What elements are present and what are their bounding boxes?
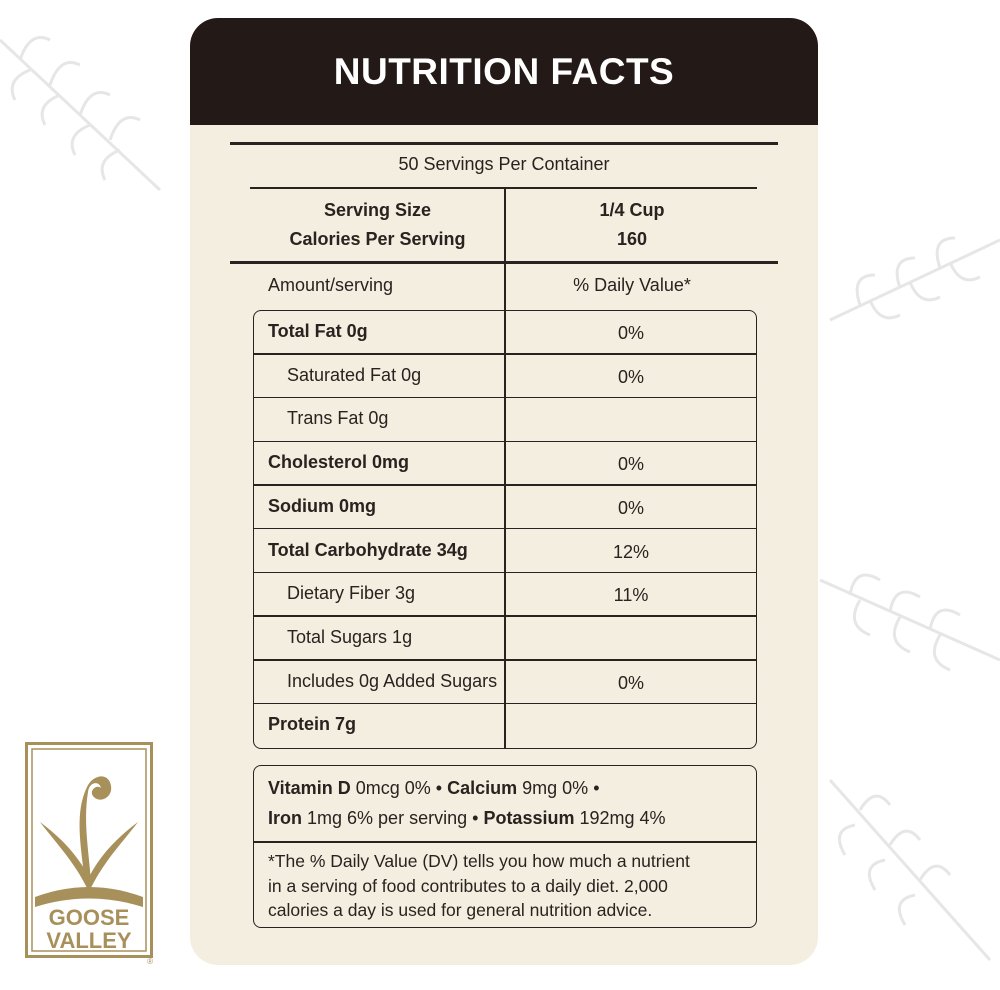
calories-label: Calories Per Serving <box>289 229 466 249</box>
nutrient-row: Protein 7g <box>254 704 756 748</box>
logo-frame <box>25 742 153 958</box>
serving-size-label: Serving Size <box>323 200 432 220</box>
row-separator <box>254 396 756 399</box>
mineral-name: Calcium <box>447 778 518 798</box>
amount-heading: Amount/serving <box>268 275 394 295</box>
serving-size-value: 1/4 Cup <box>599 200 665 220</box>
row-separator <box>254 702 756 705</box>
logo: GOOSE VALLEY ® <box>25 742 153 966</box>
nutrient-row: Trans Fat 0g <box>254 398 756 443</box>
separator: • <box>472 808 479 828</box>
dv-heading: % Daily Value* <box>573 275 691 295</box>
nutrient-row: Total Fat 0g 0% <box>254 311 756 355</box>
divider <box>504 311 506 748</box>
mineral-name: Iron <box>268 808 302 828</box>
mineral-name: Potassium <box>483 808 575 828</box>
nutrient-name: Sodium 0mg <box>268 495 377 516</box>
row-separator <box>254 440 756 443</box>
nutrient-name: Saturated Fat 0g <box>287 364 422 385</box>
nutrient-row: Total Sugars 1g <box>254 617 756 661</box>
minerals-line: Iron 1mg 6% per serving • Potassium 192m… <box>268 806 666 830</box>
separator: • <box>593 778 600 798</box>
logo-frame <box>31 748 147 952</box>
row-separator <box>254 659 756 661</box>
nutrient-row: Cholesterol 0mg 0% <box>254 442 756 486</box>
row-separator <box>254 615 756 617</box>
nutrient-name: Total Fat 0g <box>268 321 368 341</box>
minerals-line: Vitamin D 0mcg 0% • Calcium 9mg 0% • <box>268 776 600 800</box>
label-card: NUTRITION FACTS 50 Servings Per Containe… <box>190 18 818 965</box>
footnote-line: calories a day is used for general nutri… <box>268 900 653 920</box>
mineral-amount: 192mg 4% <box>579 808 666 828</box>
logo-text: GOOSE <box>49 905 130 930</box>
divider <box>504 188 506 262</box>
daily-value: 0% <box>617 366 644 387</box>
daily-value: 0% <box>617 323 644 343</box>
separator: • <box>435 778 443 798</box>
title: NUTRITION FACTS <box>333 51 675 92</box>
daily-value: 0% <box>617 454 644 475</box>
nutrient-name: Trans Fat 0g <box>287 408 389 429</box>
nutrient-row: Dietary Fiber 3g 11% <box>254 573 756 617</box>
nutrient-name: Includes 0g Added Sugars <box>287 670 498 691</box>
row-separator <box>254 484 756 486</box>
footnote-line: *The % Daily Value (DV) tells you how mu… <box>268 851 690 871</box>
calories-value: 160 <box>616 229 648 249</box>
rule <box>230 142 778 145</box>
rule <box>254 841 756 843</box>
daily-value: 0% <box>617 672 644 693</box>
logo-emblem <box>35 776 143 907</box>
header-band <box>190 18 818 125</box>
nutrient-row: Saturated Fat 0g 0% <box>254 355 756 399</box>
footnote-line: in a serving of food contributes to a da… <box>268 875 668 896</box>
logo-text: VALLEY <box>46 928 131 953</box>
nutrient-name: Dietary Fiber 3g <box>287 583 416 604</box>
daily-value: 12% <box>612 541 650 562</box>
mineral-amount: 1mg 6% per serving <box>307 808 468 828</box>
nutrient-row: Includes 0g Added Sugars 0% <box>254 661 756 705</box>
mineral-amount: 9mg 0% <box>522 778 589 798</box>
row-separator <box>254 353 756 355</box>
daily-value: 11% <box>613 585 649 606</box>
nutrient-row: Total Carbohydrate 34g 12% <box>254 530 756 574</box>
footnote: *The % Daily Value (DV) tells you how mu… <box>268 849 690 923</box>
nutrient-name: Total Sugars 1g <box>287 626 413 647</box>
nutrient-name: Cholesterol 0mg <box>268 452 410 473</box>
nutrient-name: Protein 7g <box>268 714 357 735</box>
minerals-box: Vitamin D 0mcg 0% • Calcium 9mg 0% • Iro… <box>253 765 757 928</box>
rule <box>250 187 757 189</box>
row-separator <box>254 571 756 574</box>
nutrient-table: Total Fat 0g 0% Saturated Fat 0g 0% Trans Fa… <box>253 310 757 749</box>
rule <box>230 261 778 264</box>
daily-value: 0% <box>617 497 644 518</box>
nutrient-row: Sodium 0mg 0% <box>254 486 756 530</box>
divider <box>504 263 506 311</box>
mineral-amount: 0mcg 0% <box>355 778 431 798</box>
mineral-name: Vitamin D <box>268 778 351 798</box>
servings: 50 Servings Per Container <box>398 154 610 174</box>
nutrient-name: Total Carbohydrate 34g <box>268 539 468 560</box>
row-separator <box>254 527 756 530</box>
logo-registered: ® <box>147 957 153 966</box>
